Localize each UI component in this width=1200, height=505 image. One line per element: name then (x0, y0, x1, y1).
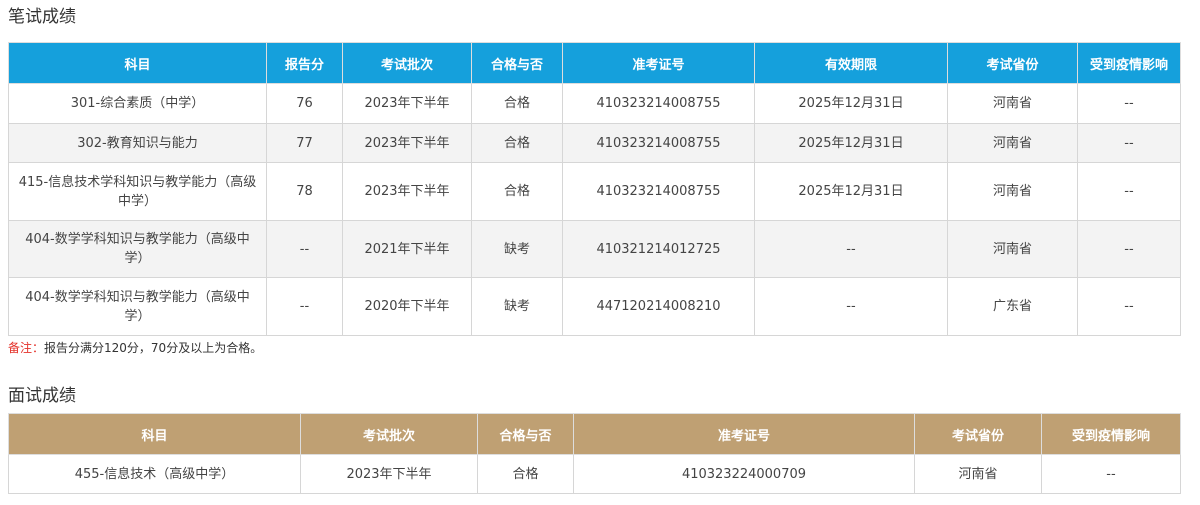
table-cell: 合格 (471, 162, 563, 221)
table-cell: -- (754, 220, 948, 278)
table-cell: 77 (266, 123, 343, 163)
table-cell: 2023年下半年 (342, 123, 472, 163)
table-cell: -- (266, 277, 343, 336)
column-header: 科目 (8, 413, 301, 455)
table-cell: 河南省 (947, 83, 1078, 124)
table-row: 302-教育知识与能力 77 2023年下半年 合格 410323214008755 20… (8, 123, 1181, 163)
interview-scores-table: 科目 考试批次 合格与否 准考证号 考试省份 受到疫情影响 455-信息技术（高级中学） 2… (8, 413, 1181, 494)
column-header: 准考证号 (562, 42, 755, 84)
table-row: 455-信息技术（高级中学） 2023年下半年 合格 410323224000709 河… (8, 454, 1181, 494)
note-label: 备注： (8, 341, 45, 355)
written-scores-table: 科目 报告分 考试批次 合格与否 准考证号 有效期限 考试省份 受到疫情影响 301-综合素质… (8, 42, 1181, 336)
table-cell: 410323214008755 (562, 162, 755, 221)
column-header: 合格与否 (477, 413, 574, 455)
table-cell: 河南省 (947, 220, 1078, 278)
table-cell: 455-信息技术（高级中学） (8, 454, 301, 494)
table-cell: 广东省 (947, 277, 1078, 336)
table-cell: 2020年下半年 (342, 277, 472, 336)
table-cell: 302-教育知识与能力 (8, 123, 267, 163)
column-header: 受到疫情影响 (1077, 42, 1181, 84)
table-cell: 缺考 (471, 277, 563, 336)
column-header: 报告分 (266, 42, 343, 84)
column-header: 合格与否 (471, 42, 563, 84)
table-row: 415-信息技术学科知识与教学能力（高级中学） 78 2023年下半年 合格 41032… (8, 162, 1181, 221)
table-cell: 合格 (471, 123, 563, 163)
table-cell: 404-数学学科知识与教学能力（高级中学） (8, 220, 267, 278)
column-header: 受到疫情影响 (1041, 413, 1181, 455)
table-cell: 415-信息技术学科知识与教学能力（高级中学） (8, 162, 267, 221)
table-row: 404-数学学科知识与教学能力（高级中学） -- 2020年下半年 缺考 4471202… (8, 277, 1181, 336)
table-cell: 2023年下半年 (342, 162, 472, 221)
table-cell: 410323214008755 (562, 123, 755, 163)
table-cell: 2023年下半年 (300, 454, 478, 494)
table-cell: 2025年12月31日 (754, 162, 948, 221)
table-cell: 447120214008210 (562, 277, 755, 336)
written-section-title: 笔试成绩 (8, 7, 76, 27)
table-cell: 76 (266, 83, 343, 124)
table-cell: 410323214008755 (562, 83, 755, 124)
table-cell: 缺考 (471, 220, 563, 278)
table-cell: 河南省 (914, 454, 1042, 494)
column-header: 考试省份 (914, 413, 1042, 455)
table-cell: 河南省 (947, 123, 1078, 163)
table-cell: -- (1077, 162, 1181, 221)
table-cell: 78 (266, 162, 343, 221)
table-cell: -- (754, 277, 948, 336)
table-cell: -- (1077, 123, 1181, 163)
table-cell: 410321214012725 (562, 220, 755, 278)
note: 备注：报告分满分120分，70分及以上为合格。 (8, 339, 262, 356)
table-cell: -- (266, 220, 343, 278)
table-cell: 2021年下半年 (342, 220, 472, 278)
column-header: 科目 (8, 42, 267, 84)
table-cell: -- (1041, 454, 1181, 494)
table-cell: 2025年12月31日 (754, 83, 948, 124)
table-cell: 301-综合素质（中学） (8, 83, 267, 124)
table-cell: 404-数学学科知识与教学能力（高级中学） (8, 277, 267, 336)
table-cell: 2025年12月31日 (754, 123, 948, 163)
table-cell: 合格 (477, 454, 574, 494)
column-header: 考试批次 (342, 42, 472, 84)
table-cell: 合格 (471, 83, 563, 124)
column-header: 准考证号 (573, 413, 915, 455)
note-text: 报告分满分120分，70分及以上为合格。 (44, 341, 263, 355)
table-cell: 410323224000709 (573, 454, 915, 494)
column-header: 考试批次 (300, 413, 478, 455)
table-row: 404-数学学科知识与教学能力（高级中学） -- 2021年下半年 缺考 4103212… (8, 220, 1181, 278)
table-cell: 河南省 (947, 162, 1078, 221)
table-row: 301-综合素质（中学） 76 2023年下半年 合格 410323214008755 2… (8, 83, 1181, 124)
table-cell: -- (1077, 277, 1181, 336)
table-cell: 2023年下半年 (342, 83, 472, 124)
table-cell: -- (1077, 220, 1181, 278)
table-cell: -- (1077, 83, 1181, 124)
interview-section-title: 面试成绩 (8, 386, 76, 406)
column-header: 有效期限 (754, 42, 948, 84)
column-header: 考试省份 (947, 42, 1078, 84)
